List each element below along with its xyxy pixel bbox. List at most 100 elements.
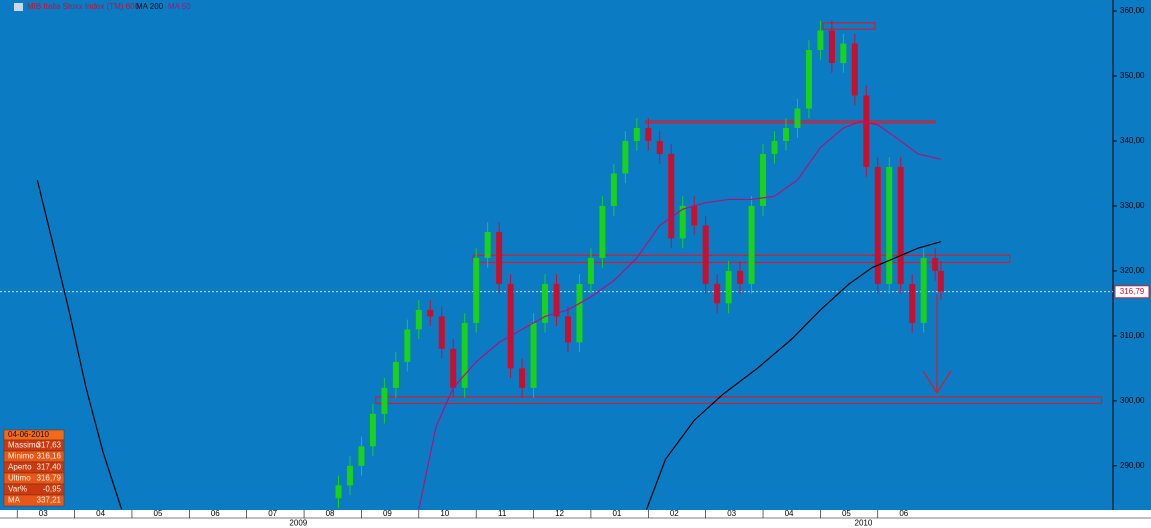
candle-body bbox=[484, 231, 491, 258]
candle-body bbox=[748, 205, 755, 284]
candle-body bbox=[645, 127, 652, 141]
info-value: -0,95 bbox=[43, 485, 62, 494]
candle-body bbox=[702, 225, 709, 284]
candle-body bbox=[840, 43, 847, 64]
candle-body bbox=[564, 316, 571, 343]
candle-body bbox=[622, 140, 629, 174]
info-date: 04-06-2010 bbox=[8, 430, 49, 439]
candle-body bbox=[599, 205, 606, 258]
candle-body bbox=[668, 153, 675, 239]
x-tick-label: 06 bbox=[899, 509, 908, 518]
candle-body bbox=[610, 173, 617, 206]
moving-average bbox=[418, 120, 942, 510]
candle-body bbox=[656, 140, 663, 154]
x-tick-label: 04 bbox=[96, 509, 105, 518]
candle-body bbox=[725, 270, 732, 304]
level-zone bbox=[822, 22, 876, 30]
x-tick-label: 08 bbox=[326, 509, 335, 518]
y-tick-label: 310,00 bbox=[1120, 331, 1145, 340]
candle-body bbox=[392, 361, 399, 388]
moving-average bbox=[36, 179, 942, 510]
candle-body bbox=[542, 283, 549, 323]
info-value: 317,63 bbox=[37, 441, 62, 450]
candle-body bbox=[427, 309, 434, 317]
candle-body bbox=[496, 231, 503, 284]
x-tick-label: 05 bbox=[842, 509, 851, 518]
candle-body bbox=[794, 108, 801, 128]
y-tick-label: 360,00 bbox=[1120, 6, 1145, 15]
candle-body bbox=[937, 270, 944, 292]
candle-body bbox=[553, 283, 560, 317]
candle-body bbox=[909, 283, 916, 323]
candle-body bbox=[404, 329, 411, 362]
candle-body bbox=[587, 257, 594, 284]
candle-body bbox=[805, 50, 812, 109]
info-value: 337,21 bbox=[37, 496, 62, 505]
candle-body bbox=[633, 127, 640, 141]
candle-body bbox=[771, 140, 778, 154]
candle-body bbox=[691, 205, 698, 226]
y-tick-label: 340,00 bbox=[1120, 136, 1145, 145]
y-tick-label: 320,00 bbox=[1120, 266, 1145, 275]
info-key: MA bbox=[8, 496, 21, 505]
x-tick-label: 07 bbox=[268, 509, 277, 518]
candle-body bbox=[369, 413, 376, 447]
candle-body bbox=[530, 322, 537, 388]
x-tick-label: 05 bbox=[154, 509, 163, 518]
candle-body bbox=[782, 127, 789, 141]
y-tick-label: 300,00 bbox=[1120, 396, 1145, 405]
info-value: 317,40 bbox=[37, 463, 62, 472]
x-tick-label: 03 bbox=[727, 509, 736, 518]
candle-body bbox=[358, 446, 365, 466]
candle-body bbox=[507, 283, 514, 369]
candle-body bbox=[714, 283, 721, 304]
level-zone bbox=[644, 120, 936, 124]
candle-body bbox=[874, 166, 881, 284]
x-tick-label: 02 bbox=[670, 509, 679, 518]
candle-body bbox=[450, 348, 457, 388]
y-tick-label: 330,00 bbox=[1120, 201, 1145, 210]
candle-body bbox=[576, 283, 583, 343]
candle-body bbox=[851, 43, 858, 96]
candle-body bbox=[381, 387, 388, 414]
candle-body bbox=[760, 153, 767, 206]
candle-body bbox=[461, 322, 468, 388]
candle-body bbox=[335, 485, 342, 499]
x-tick-label: 01 bbox=[612, 509, 621, 518]
level-zone bbox=[375, 396, 1103, 405]
x-tick-label: 09 bbox=[383, 509, 392, 518]
candle-body bbox=[679, 205, 686, 239]
x-tick-label: 04 bbox=[785, 509, 794, 518]
candle-body bbox=[828, 30, 835, 64]
x-axis-band bbox=[0, 510, 1151, 528]
info-value: 316,16 bbox=[37, 452, 62, 461]
last-price-box bbox=[1114, 285, 1150, 299]
info-key: Minimo bbox=[8, 452, 34, 461]
candle-body bbox=[932, 257, 939, 271]
candle-body bbox=[863, 95, 870, 167]
info-row bbox=[3, 494, 65, 507]
target-arrow bbox=[922, 294, 952, 395]
info-key: Massimo bbox=[8, 441, 41, 450]
year-label: 2010 bbox=[855, 519, 873, 528]
x-tick-label: 12 bbox=[555, 509, 564, 518]
y-tick-label: 350,00 bbox=[1120, 71, 1145, 80]
candle-body bbox=[346, 465, 353, 486]
candle-body bbox=[473, 257, 480, 323]
candle-body bbox=[519, 368, 526, 388]
x-tick-label: 10 bbox=[440, 509, 449, 518]
icon bbox=[14, 3, 23, 11]
year-label: 2009 bbox=[289, 519, 307, 528]
candle-body bbox=[415, 309, 422, 330]
candle-body bbox=[737, 270, 744, 284]
last-price-label: 316,79 bbox=[1120, 287, 1145, 296]
indicator-label: MA 200 bbox=[136, 2, 164, 11]
chart-title: MIB Italia Stoxx Index (TM) 600 bbox=[27, 2, 140, 11]
candle-body bbox=[920, 257, 927, 323]
x-tick-label: 03 bbox=[39, 509, 48, 518]
candle-body bbox=[817, 30, 824, 51]
candle-body bbox=[897, 166, 904, 284]
